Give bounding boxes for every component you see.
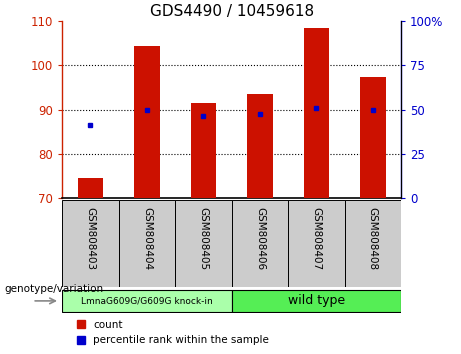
Bar <box>175 200 231 287</box>
Bar <box>231 290 401 312</box>
Bar <box>344 200 401 287</box>
Bar <box>62 290 231 312</box>
Title: GDS4490 / 10459618: GDS4490 / 10459618 <box>149 4 314 19</box>
Bar <box>118 200 175 287</box>
Bar <box>62 200 118 287</box>
Text: GSM808405: GSM808405 <box>198 207 208 270</box>
Bar <box>191 103 216 198</box>
Bar <box>304 28 329 198</box>
Text: GSM808407: GSM808407 <box>311 207 321 270</box>
Legend: count, percentile rank within the sample: count, percentile rank within the sample <box>77 320 269 345</box>
Bar <box>247 94 272 198</box>
Text: GSM808403: GSM808403 <box>85 207 95 270</box>
Bar <box>134 46 160 198</box>
Text: LmnaG609G/G609G knock-in: LmnaG609G/G609G knock-in <box>81 296 213 306</box>
Bar <box>231 200 288 287</box>
Text: genotype/variation: genotype/variation <box>5 284 104 293</box>
Bar <box>78 178 103 198</box>
Text: GSM808406: GSM808406 <box>255 207 265 270</box>
Text: GSM808404: GSM808404 <box>142 207 152 270</box>
Text: GSM808408: GSM808408 <box>368 207 378 270</box>
Text: wild type: wild type <box>288 295 345 307</box>
Bar <box>360 76 385 198</box>
Bar <box>288 200 344 287</box>
